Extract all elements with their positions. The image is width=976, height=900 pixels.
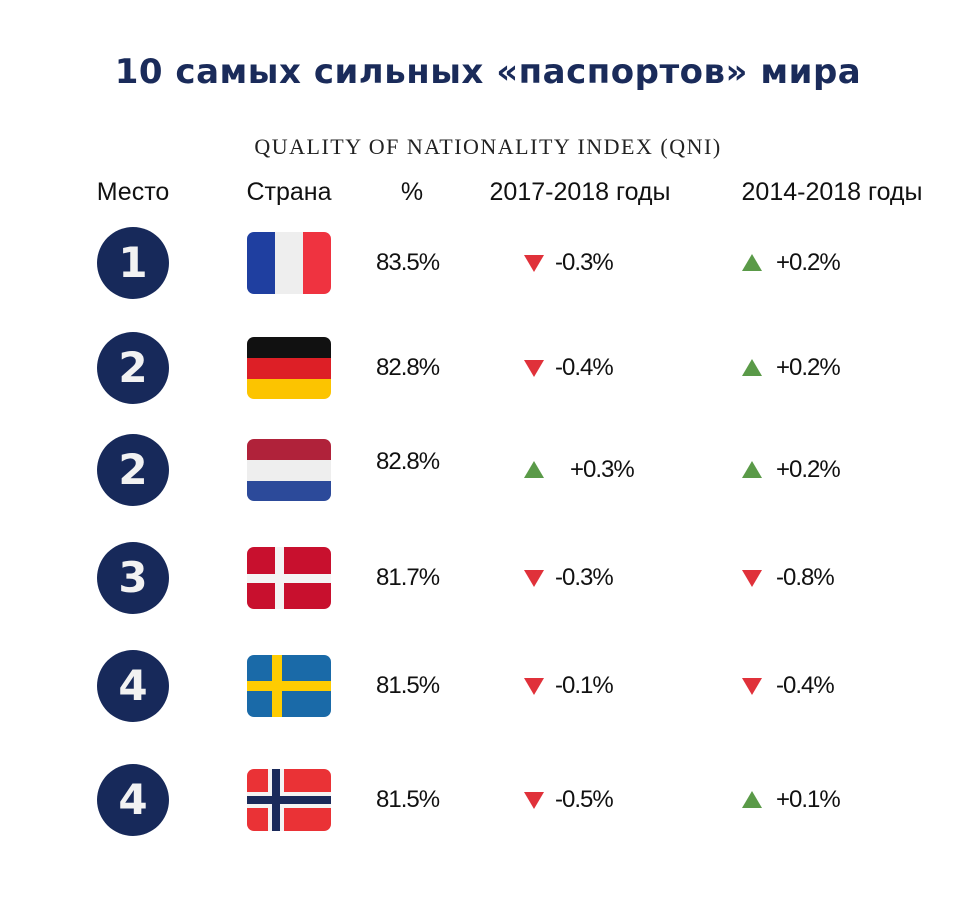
table-row: 2 82.8% +0.3% +0.2% [0,434,976,570]
flag-netherlands-icon [247,439,331,501]
arrow-up-icon [742,254,762,271]
arrow-down-icon [524,678,544,695]
change-2017-2018: -0.3% [555,564,614,591]
table-row: 4 81.5% -0.1% -0.4% [0,650,976,786]
arrow-down-icon [524,360,544,377]
flag-france-icon [247,232,331,294]
arrow-up-icon [742,461,762,478]
header-change-2014-2018: 2014-2018 годы [741,178,923,206]
change-2017-2018: +0.3% [570,456,635,483]
change-2014-2018: +0.1% [776,786,841,813]
rank-badge: 2 [97,434,169,506]
header-rank: Место [96,178,170,206]
change-2014-2018: -0.4% [776,672,835,699]
arrow-up-icon [742,791,762,808]
page-title: 10 самых сильных «паспортов» мира [114,52,862,92]
change-2014-2018: -0.8% [776,564,835,591]
flag-norway-icon [247,769,331,831]
table-row: 4 81.5% -0.5% +0.1% [0,764,976,900]
qni-value: 82.8% [376,448,440,475]
arrow-down-icon [524,570,544,587]
flag-sweden-icon [247,655,331,717]
arrow-down-icon [742,678,762,695]
rank-badge: 2 [97,332,169,404]
arrow-down-icon [524,792,544,809]
arrow-down-icon [742,570,762,587]
flag-germany-icon [247,337,331,399]
header-country: Страна [246,178,332,206]
qni-value: 81.5% [376,672,440,699]
subtitle: QUALITY OF NATIONALITY INDEX (QNI) [254,134,722,159]
arrow-down-icon [524,255,544,272]
rank-badge: 4 [97,764,169,836]
arrow-up-icon [742,359,762,376]
table-row: 1 83.5% -0.3% +0.2% [0,227,976,363]
qni-value: 81.5% [376,786,440,813]
arrow-up-icon [524,461,544,478]
header-percent: % [400,178,424,206]
rank-badge: 3 [97,542,169,614]
header-change-2017-2018: 2017-2018 годы [489,178,671,206]
change-2017-2018: -0.4% [555,354,614,381]
change-2017-2018: -0.3% [555,249,614,276]
qni-value: 81.7% [376,564,440,591]
flag-denmark-icon [247,547,331,609]
qni-value: 83.5% [376,249,440,276]
change-2017-2018: -0.5% [555,786,614,813]
rank-badge: 4 [97,650,169,722]
change-2014-2018: +0.2% [776,249,841,276]
change-2017-2018: -0.1% [555,672,614,699]
rank-badge: 1 [97,227,169,299]
qni-value: 82.8% [376,354,440,381]
table-row: 3 81.7% -0.3% -0.8% [0,542,976,678]
change-2014-2018: +0.2% [776,456,841,483]
change-2014-2018: +0.2% [776,354,841,381]
table-row: 2 82.8% -0.4% +0.2% [0,332,976,468]
